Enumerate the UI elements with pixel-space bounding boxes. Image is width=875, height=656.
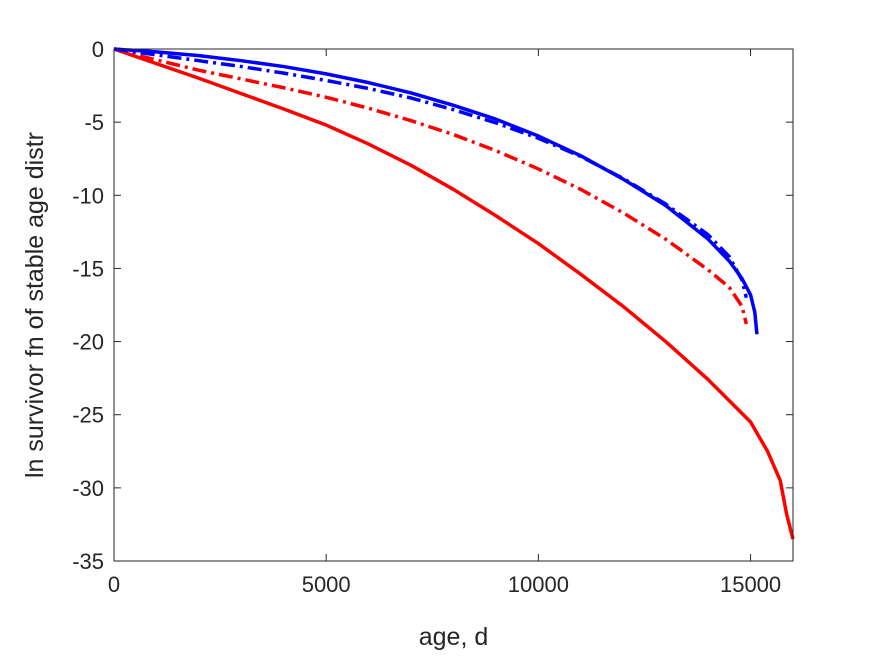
y-tick-label: -20 <box>72 330 104 355</box>
x-tick-label: 5000 <box>302 572 351 597</box>
tick-layer: 0 5000 10000 15000 0 -5 -10 -15 -20 -25 -30 -35 <box>72 37 793 597</box>
series-line-3 <box>113 47 749 299</box>
x-axis-label: age, d <box>419 623 489 651</box>
y-tick-label: 0 <box>92 37 104 62</box>
y-tick-label: -15 <box>72 256 104 281</box>
x-tick-label: 15000 <box>720 572 781 597</box>
plot-frame <box>113 48 794 562</box>
x-tick-label: 0 <box>108 572 120 597</box>
y-tick-label: -30 <box>72 476 104 501</box>
y-tick-label: -5 <box>84 110 104 135</box>
y-tick-label: -10 <box>72 183 104 208</box>
series-layer <box>113 47 795 540</box>
x-tick-label: 10000 <box>508 572 569 597</box>
series-line-4 <box>113 47 759 335</box>
series-line-1 <box>113 47 795 540</box>
y-tick-label: -25 <box>72 403 104 428</box>
plot-area <box>114 49 793 561</box>
y-axis-label: ln survivor fn of stable age distr <box>21 132 49 478</box>
y-tick-label: -35 <box>72 549 104 574</box>
